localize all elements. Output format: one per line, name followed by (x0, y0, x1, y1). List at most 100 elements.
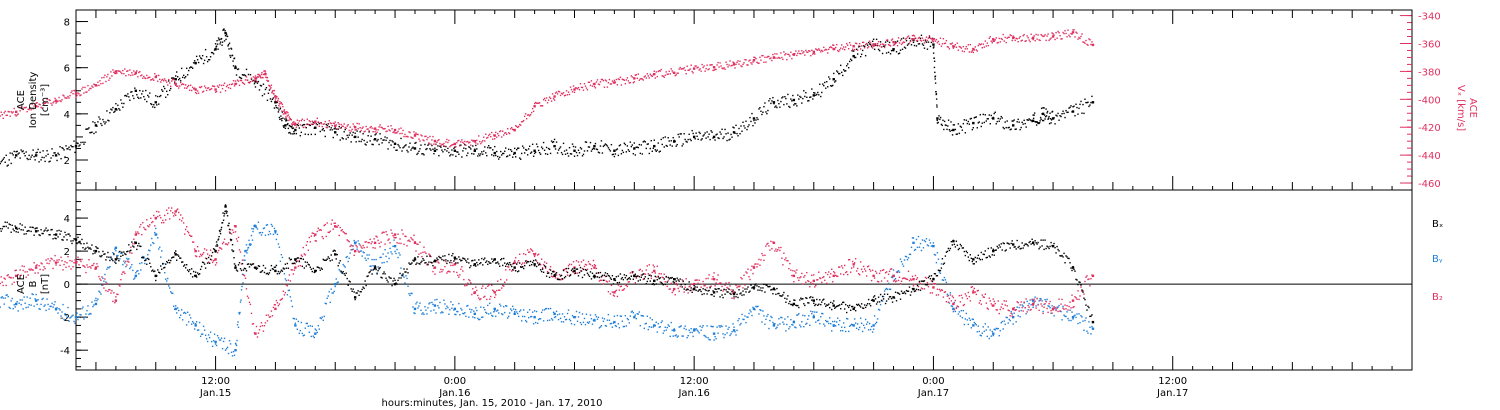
data-point-sample (390, 229, 392, 231)
data-point-sample (1037, 122, 1039, 124)
data-point-sample (170, 85, 172, 88)
data-point-sample (870, 45, 873, 48)
data-point-sample (697, 138, 699, 141)
data-point-sample (423, 154, 425, 156)
data-point-sample (655, 321, 657, 323)
data-point-sample (798, 279, 800, 282)
data-point-sample (632, 152, 635, 155)
data-point-sample (737, 319, 739, 322)
data-point-sample (332, 292, 334, 294)
data-point-sample (292, 133, 294, 135)
data-point-sample (592, 83, 595, 85)
data-point-sample (848, 325, 851, 327)
data-point-sample (1021, 121, 1023, 124)
data-point-sample (817, 91, 819, 94)
data-point-sample (1023, 302, 1025, 304)
data-point-sample (1078, 298, 1080, 301)
data-point-sample (520, 320, 523, 322)
data-point-sample (166, 209, 168, 211)
data-point-sample (865, 323, 868, 325)
data-point-sample (397, 143, 399, 146)
data-point-sample (197, 329, 200, 331)
data-point-sample (437, 305, 439, 307)
data-point-sample (954, 43, 957, 46)
data-point (373, 138, 377, 141)
data-point-sample (644, 141, 646, 143)
data-point-sample (472, 288, 474, 290)
data-point-sample (891, 38, 894, 40)
data-point-sample (808, 50, 810, 52)
data-point-sample (598, 83, 601, 86)
data-point-sample (995, 123, 997, 125)
data-point-sample (1091, 95, 1093, 98)
data-point (314, 269, 317, 273)
data-point-sample (595, 148, 598, 150)
data-point-sample (309, 241, 311, 243)
data-point-sample (710, 64, 712, 66)
data-point-sample (936, 41, 939, 44)
data-point-sample (355, 141, 357, 143)
data-point-sample (704, 70, 706, 72)
data-point-sample (741, 130, 743, 133)
data-point-sample (576, 88, 579, 90)
data-point-sample (238, 84, 241, 87)
data-point-sample (384, 136, 386, 138)
data-point-sample (537, 318, 540, 321)
data-point-sample (758, 258, 760, 261)
data-point-sample (899, 283, 902, 285)
data-point-sample (790, 98, 792, 100)
data-point-sample (8, 159, 10, 161)
data-point-sample (602, 79, 605, 82)
data-point-sample (33, 155, 35, 158)
data-point-sample (540, 311, 543, 314)
data-point-sample (916, 40, 919, 42)
data-point-sample (632, 312, 635, 314)
data-point-sample (570, 153, 573, 155)
data-point (633, 77, 636, 80)
data-point-sample (811, 49, 813, 51)
data-point-sample (768, 55, 770, 58)
data-point-sample (289, 131, 291, 134)
data-point-sample (394, 132, 396, 134)
data-point-sample (151, 78, 153, 81)
data-point-sample (709, 64, 711, 66)
data-point-sample (635, 146, 638, 148)
data-point-sample (221, 347, 224, 350)
data-point (792, 98, 796, 102)
data-point-sample (915, 45, 918, 47)
data-point-sample (259, 325, 262, 328)
data-point-sample (31, 269, 33, 271)
data-point-sample (374, 247, 376, 249)
data-point-sample (1011, 315, 1013, 317)
data-point-sample (339, 226, 341, 229)
data-point-sample (144, 77, 146, 79)
data-point (94, 266, 98, 269)
data-point-sample (618, 145, 621, 147)
data-point-sample (369, 265, 371, 268)
data-point-sample (306, 241, 309, 243)
data-point-sample (301, 332, 304, 335)
data-point-sample (262, 73, 265, 76)
data-point-sample (776, 53, 778, 55)
data-point (832, 47, 835, 51)
data-point-sample (13, 150, 15, 153)
data-point-sample (430, 143, 432, 145)
data-point-sample (740, 125, 742, 127)
data-point-sample (259, 76, 262, 78)
data-point-sample (505, 132, 507, 134)
data-point-sample (104, 123, 106, 125)
data-point-sample (398, 242, 400, 245)
data-point-sample (258, 73, 260, 76)
data-point-sample (723, 67, 725, 69)
data-point-sample (384, 243, 386, 245)
data-point-sample (492, 138, 494, 140)
data-point-sample (246, 79, 249, 81)
data-point-sample (625, 284, 628, 287)
data-point-sample (927, 245, 930, 247)
data-point-sample (232, 350, 235, 353)
data-point-sample (923, 42, 926, 44)
data-point-sample (518, 310, 521, 313)
data-point-sample (737, 60, 739, 62)
data-point-sample (521, 315, 524, 318)
data-point-sample (806, 322, 808, 324)
